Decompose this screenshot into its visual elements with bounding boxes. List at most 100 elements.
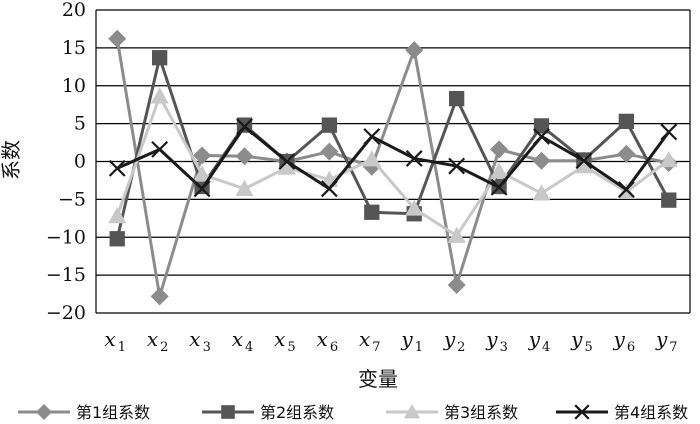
legend: 第1组系数 第2组系数 第3组系数 第4组系数 xyxy=(18,403,688,422)
marker-stroke xyxy=(575,152,593,170)
legend-item-4: 第4组系数 xyxy=(556,403,688,422)
data-point xyxy=(405,41,424,60)
legend-marker xyxy=(36,404,52,420)
data-point xyxy=(533,118,550,134)
data-point xyxy=(278,153,296,170)
y-tick-label: 15 xyxy=(62,37,86,59)
data-point xyxy=(363,128,381,145)
data-point xyxy=(490,140,509,159)
data-point xyxy=(362,150,381,167)
marker-stroke xyxy=(533,128,550,145)
data-point xyxy=(405,150,423,167)
marker-stroke xyxy=(617,181,635,198)
data-point xyxy=(661,192,677,208)
legend-marker xyxy=(404,404,420,419)
data-point xyxy=(235,179,254,196)
data-point xyxy=(108,29,127,48)
data-point xyxy=(447,275,466,294)
y-tick-label: −10 xyxy=(46,226,86,248)
data-point xyxy=(320,180,338,198)
data-point xyxy=(617,181,635,198)
y-tick-label: −15 xyxy=(46,264,86,286)
data-point xyxy=(193,146,212,165)
data-point xyxy=(448,90,465,107)
marker-stroke xyxy=(236,118,253,136)
data-point xyxy=(193,165,212,182)
y-tick-label: −5 xyxy=(58,188,86,210)
marker-stroke xyxy=(108,159,126,177)
data-point xyxy=(364,204,380,220)
data-point xyxy=(490,162,509,179)
data-point xyxy=(151,140,169,158)
data-point xyxy=(490,178,508,196)
data-point xyxy=(150,287,169,306)
gridlines xyxy=(95,9,691,314)
y-axis-ticks: 20 15 10 5 0 −5 −10 −15 −20 xyxy=(46,0,86,324)
marker-stroke xyxy=(660,123,678,141)
marker-stroke xyxy=(405,150,423,167)
data-point xyxy=(235,147,254,166)
data-point xyxy=(447,226,466,243)
legend-label: 第1组系数 xyxy=(76,403,150,422)
data-point xyxy=(532,184,551,201)
legend-label: 第3组系数 xyxy=(444,403,518,422)
data-point xyxy=(532,151,551,170)
data-point xyxy=(321,117,338,133)
data-point xyxy=(405,199,424,216)
marker-stroke xyxy=(363,128,381,145)
data-point xyxy=(533,128,550,145)
data-point xyxy=(617,144,636,163)
y-tick-label: 0 xyxy=(74,151,86,173)
y-tick-label: −20 xyxy=(46,302,86,324)
legend-label: 第4组系数 xyxy=(614,403,688,422)
marker-stroke xyxy=(151,140,169,158)
legend-label: 第2组系数 xyxy=(260,403,334,422)
data-point xyxy=(109,231,125,247)
data-point xyxy=(236,118,253,136)
series-group xyxy=(108,29,678,306)
data-point xyxy=(320,142,339,161)
marker-stroke xyxy=(193,180,211,198)
data-point xyxy=(574,157,593,174)
data-point xyxy=(150,87,169,104)
legend-marker xyxy=(221,405,235,419)
y-tick-label: 5 xyxy=(74,113,86,135)
data-point xyxy=(659,150,678,168)
y-tick-label: 20 xyxy=(62,0,86,21)
data-point xyxy=(660,123,678,141)
series-4 xyxy=(108,118,678,198)
data-point xyxy=(277,158,296,175)
marker-stroke xyxy=(278,153,296,170)
data-point xyxy=(448,157,466,175)
data-point xyxy=(618,113,635,130)
series-line xyxy=(116,124,670,192)
data-point xyxy=(575,152,593,170)
marker-stroke xyxy=(320,180,338,198)
data-point xyxy=(108,207,127,224)
legend-item-3: 第3组系数 xyxy=(386,403,518,422)
legend-item-2: 第2组系数 xyxy=(202,403,334,422)
data-point xyxy=(193,180,211,198)
marker-stroke xyxy=(490,178,508,196)
data-point xyxy=(151,50,168,66)
marker-stroke xyxy=(448,157,466,175)
marker-stroke xyxy=(574,404,590,420)
legend-marker xyxy=(574,404,590,420)
legend-item-1: 第1组系数 xyxy=(18,403,150,422)
y-axis-label: 系数 xyxy=(0,140,23,180)
